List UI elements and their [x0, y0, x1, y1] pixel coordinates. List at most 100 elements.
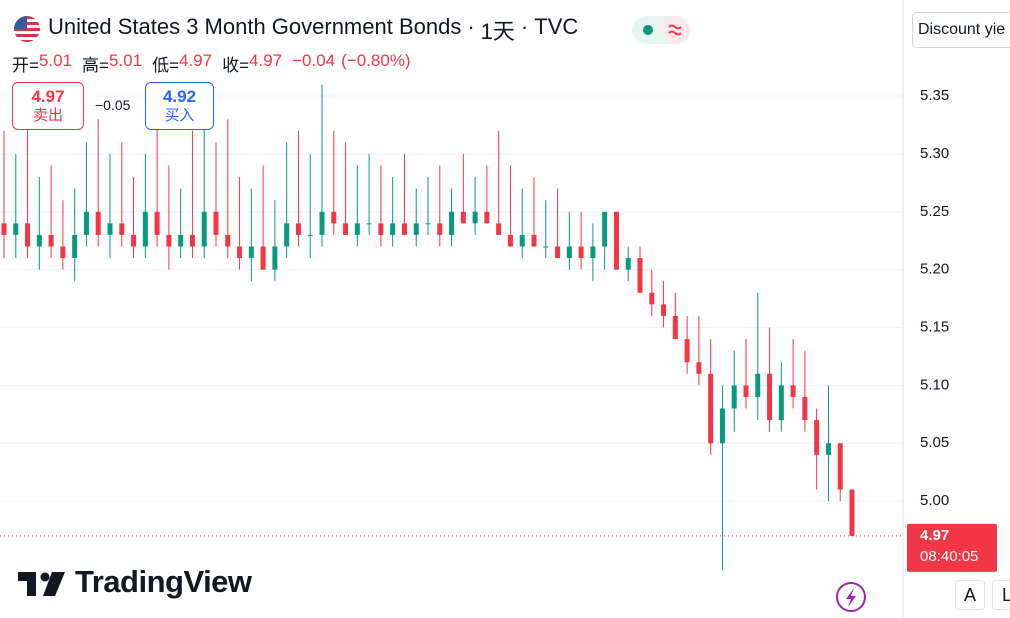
candle-body	[107, 223, 113, 235]
candle-body	[661, 304, 667, 316]
open-value: 5.01	[38, 51, 73, 70]
candle-body	[343, 223, 349, 235]
candle-body	[248, 246, 254, 259]
candle-body	[48, 234, 54, 247]
change-percent: (−0.80%)	[341, 51, 411, 70]
candle-body	[189, 234, 195, 247]
candle-body	[755, 373, 761, 397]
candle-body	[719, 408, 725, 444]
candle-body	[166, 234, 172, 247]
last-price-label: 4.97	[920, 527, 949, 544]
candle-body	[36, 234, 42, 247]
y-tick-label: 5.10	[920, 376, 949, 393]
candle-body	[613, 211, 619, 270]
candle-body	[13, 223, 19, 235]
candle-body	[154, 211, 160, 235]
last-price-box	[907, 523, 997, 572]
candle-body	[790, 385, 796, 397]
candle-body	[331, 211, 337, 224]
close-label: 收=	[222, 56, 250, 75]
candle-body	[390, 223, 396, 235]
candle-body	[507, 234, 513, 247]
candle-body	[802, 396, 808, 421]
countdown: 08:40:05	[920, 548, 978, 565]
candle-body	[178, 234, 184, 247]
candle-body	[425, 223, 431, 225]
candle-body	[602, 211, 608, 247]
high-label: 高=	[82, 56, 109, 75]
buy-label: 买入	[164, 107, 195, 124]
y-tick-label: 5.35	[920, 87, 949, 104]
buy-price: 4.92	[162, 87, 197, 106]
candle-body	[496, 223, 502, 235]
spread: −0.05	[95, 97, 131, 113]
candle-body	[743, 385, 749, 397]
candle-body	[307, 234, 313, 236]
candle-body	[319, 211, 325, 235]
change: −0.04	[292, 51, 336, 70]
brand-logo	[18, 572, 65, 596]
separator: ·	[467, 14, 475, 39]
candle-body	[378, 223, 384, 235]
open-label: 开=	[12, 56, 39, 75]
candle-body	[25, 223, 31, 247]
candle-body	[625, 258, 631, 270]
candle-body	[95, 211, 101, 235]
candle-body	[72, 234, 78, 259]
low-value: 4.97	[179, 51, 213, 70]
y-tick-label: 5.00	[920, 492, 949, 509]
candle-body	[213, 211, 219, 235]
candle-body	[825, 443, 831, 455]
y-tick-label: 5.05	[920, 434, 949, 451]
candle-body	[401, 223, 407, 235]
candle-body	[649, 292, 655, 305]
candle-body	[778, 385, 784, 421]
candle-body	[119, 223, 125, 235]
candle-body	[1, 223, 7, 235]
candle-body	[531, 234, 537, 247]
source: TVC	[534, 14, 579, 39]
candle-body	[814, 420, 820, 455]
candle-body	[284, 223, 290, 247]
y-tick-label: 5.20	[920, 261, 949, 278]
sell-button[interactable]: 4.97 卖出	[12, 82, 84, 130]
candle-body	[437, 223, 443, 235]
low-label: 低=	[152, 56, 179, 75]
candle-body	[672, 315, 678, 340]
candle-body	[849, 489, 855, 536]
sell-price: 4.97	[31, 87, 65, 106]
candle-body	[837, 443, 843, 490]
sell-label: 卖出	[32, 107, 63, 124]
symbol-field[interactable]: Discount yie	[912, 12, 1010, 48]
status-pill[interactable]	[632, 16, 690, 44]
candle-body	[260, 246, 266, 270]
candle-body	[272, 246, 278, 270]
y-tick-label: 5.15	[920, 318, 949, 335]
candle-body	[578, 246, 584, 259]
candle-body	[472, 211, 478, 224]
toolbar-button[interactable]: A	[955, 580, 985, 610]
candle-body	[543, 246, 549, 248]
candle-body	[131, 234, 137, 247]
candle-body	[731, 385, 737, 409]
candle-body	[555, 246, 561, 259]
candle-body	[566, 246, 572, 259]
replay-button[interactable]	[836, 582, 866, 612]
flag-icon	[14, 16, 40, 42]
candle-body	[590, 246, 596, 259]
y-tick-label: 5.25	[920, 203, 949, 220]
ohlc-legend: 开= 5.01 高= 5.01 低= 4.97 收= 4.97 −0.04 (−0.80…	[12, 51, 411, 76]
candle-body	[225, 234, 231, 247]
candle-body	[637, 258, 643, 293]
toolbar-button[interactable]: L	[992, 580, 1010, 610]
candle-body	[684, 339, 690, 363]
candle-body	[354, 223, 360, 235]
symbol-title: United States 3 Month Government Bonds	[48, 14, 462, 39]
candle-body	[767, 373, 773, 421]
candle-body	[201, 211, 207, 247]
buy-button[interactable]: 4.92 买入	[145, 82, 214, 130]
candle-body	[696, 362, 702, 374]
candle-body	[484, 211, 490, 224]
